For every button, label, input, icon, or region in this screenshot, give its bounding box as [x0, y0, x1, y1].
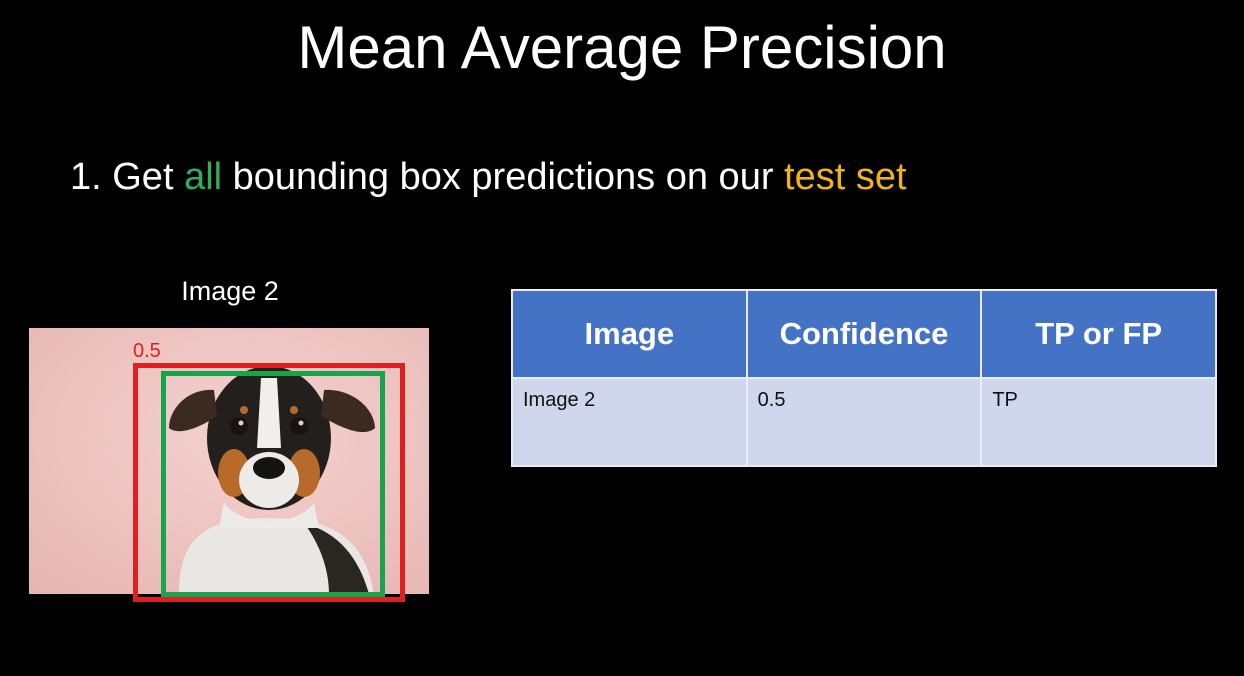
highlight-test-set: test set	[784, 156, 907, 198]
bullet-point: 1. Get all bounding box predictions on o…	[70, 152, 907, 202]
prediction-bounding-box	[133, 363, 405, 602]
table-row: Image 2 0.5 TP	[511, 377, 1217, 467]
header-tp-or-fp: TP or FP	[980, 289, 1217, 379]
bullet-middle: bounding box predictions on our	[222, 156, 785, 198]
cell-image: Image 2	[511, 377, 748, 467]
table-header-row: Image Confidence TP or FP	[511, 289, 1217, 379]
ground-truth-bounding-box	[161, 371, 385, 597]
cell-confidence: 0.5	[745, 377, 983, 467]
slide-title: Mean Average Precision	[297, 14, 947, 81]
bullet-prefix: 1. Get	[70, 156, 185, 198]
cell-tp-or-fp: TP	[980, 377, 1217, 467]
image-caption: Image 2	[181, 276, 279, 306]
header-confidence: Confidence	[745, 289, 983, 379]
highlight-all: all	[184, 156, 223, 198]
header-image: Image	[511, 289, 748, 379]
predictions-table: Image Confidence TP or FP Image 2 0.5 TP	[511, 289, 1217, 467]
confidence-label: 0.5	[133, 340, 161, 362]
